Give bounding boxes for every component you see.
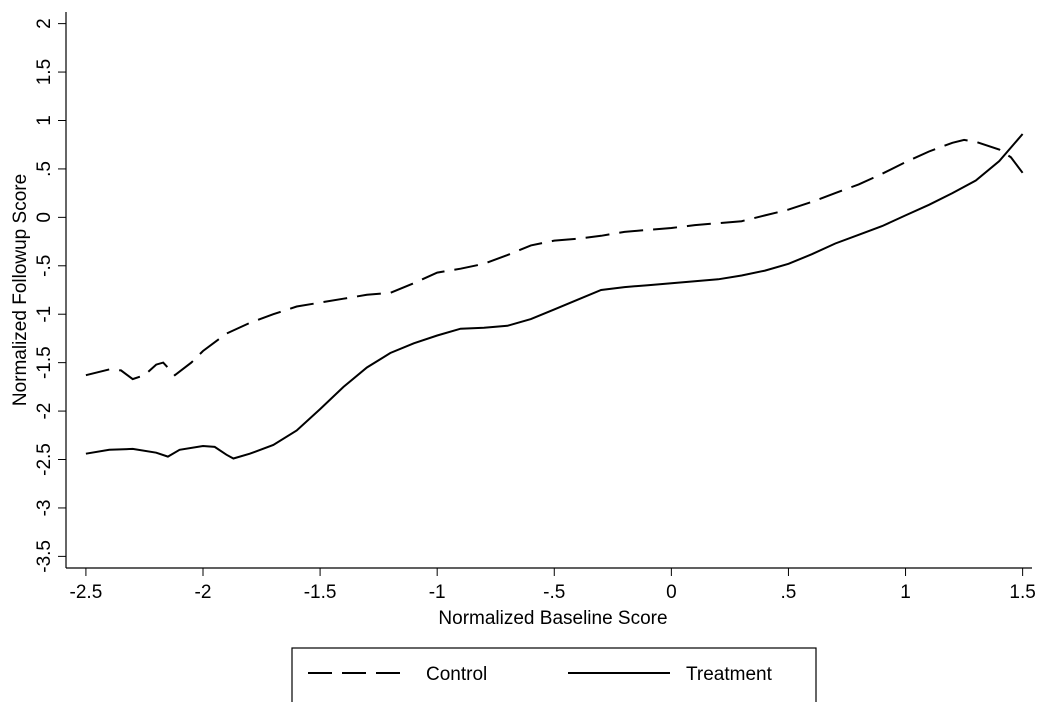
legend-label: Treatment	[686, 664, 773, 685]
y-tick-label: -.5	[34, 255, 55, 277]
series-line	[85, 138, 1024, 381]
x-tick-label: 1	[900, 582, 911, 603]
y-tick-label: -1	[34, 306, 55, 323]
x-tick-label: -1.5	[304, 582, 337, 603]
x-tick-label: -1	[429, 582, 446, 603]
x-axis-title: Normalized Baseline Score	[438, 608, 667, 629]
y-axis-title: Normalized Followup Score	[10, 174, 31, 406]
y-tick-label: 1	[34, 115, 55, 126]
y-tick-label: -3.5	[34, 540, 55, 573]
legend-label: Control	[426, 664, 487, 685]
y-tick-label: -3	[34, 499, 55, 516]
x-tick-label: -2.5	[70, 582, 103, 603]
y-tick-label: .5	[34, 161, 55, 177]
y-tick-label: 2	[34, 18, 55, 29]
series-line	[85, 133, 1024, 460]
x-tick-label: .5	[781, 582, 797, 603]
x-tick-label: -2	[195, 582, 212, 603]
x-tick-label: 0	[666, 582, 677, 603]
y-tick-label: -1.5	[34, 346, 55, 379]
y-tick-label: -2.5	[34, 443, 55, 476]
y-tick-label: -2	[34, 403, 55, 420]
y-tick-label: 0	[34, 212, 55, 223]
legend-box	[291, 647, 817, 702]
y-tick-label: 1.5	[34, 59, 55, 85]
x-tick-label: -.5	[543, 582, 565, 603]
x-tick-label: 1.5	[1009, 582, 1035, 603]
